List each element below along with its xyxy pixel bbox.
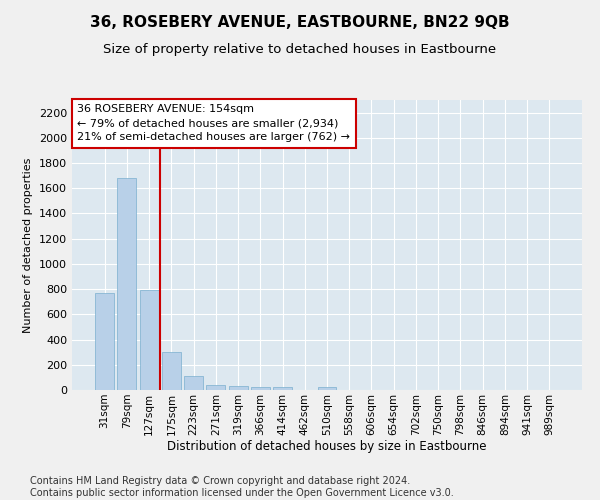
Bar bbox=[251, 387, 270, 390]
Bar bbox=[184, 376, 203, 390]
X-axis label: Distribution of detached houses by size in Eastbourne: Distribution of detached houses by size … bbox=[167, 440, 487, 454]
Bar bbox=[95, 293, 114, 390]
Bar bbox=[206, 384, 225, 390]
Text: Size of property relative to detached houses in Eastbourne: Size of property relative to detached ho… bbox=[103, 42, 497, 56]
Bar bbox=[229, 386, 248, 390]
Bar bbox=[317, 388, 337, 390]
Text: Contains HM Land Registry data © Crown copyright and database right 2024.
Contai: Contains HM Land Registry data © Crown c… bbox=[30, 476, 454, 498]
Bar bbox=[140, 290, 158, 390]
Bar bbox=[118, 178, 136, 390]
Text: 36 ROSEBERY AVENUE: 154sqm
← 79% of detached houses are smaller (2,934)
21% of s: 36 ROSEBERY AVENUE: 154sqm ← 79% of deta… bbox=[77, 104, 350, 142]
Y-axis label: Number of detached properties: Number of detached properties bbox=[23, 158, 34, 332]
Text: 36, ROSEBERY AVENUE, EASTBOURNE, BN22 9QB: 36, ROSEBERY AVENUE, EASTBOURNE, BN22 9Q… bbox=[90, 15, 510, 30]
Bar bbox=[273, 387, 292, 390]
Bar bbox=[162, 352, 181, 390]
